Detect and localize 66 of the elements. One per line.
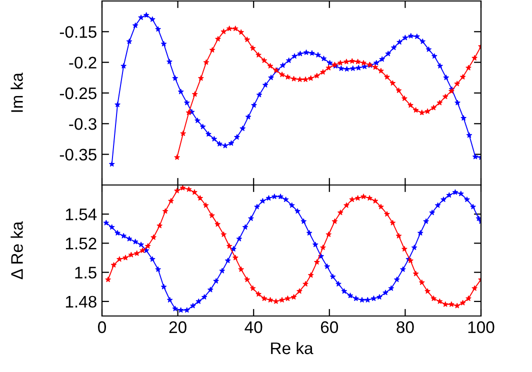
y-tick-label: -0.25: [60, 87, 96, 100]
point: [250, 45, 256, 51]
point: [220, 28, 227, 34]
point: [290, 76, 297, 82]
y-tick-label: 1.48: [66, 296, 96, 308]
point: [466, 64, 472, 70]
point: [232, 26, 238, 32]
y-tick-label: -0.2: [69, 56, 96, 69]
point: [472, 54, 478, 61]
point: [354, 58, 361, 64]
y-tick-label: -0.35: [60, 148, 96, 161]
point: [226, 26, 232, 32]
point: [308, 75, 314, 81]
point: [256, 52, 262, 58]
point: [302, 76, 308, 82]
point: [384, 74, 390, 80]
point: [412, 107, 419, 113]
y-tick-label: -0.3: [69, 118, 96, 130]
x-tick-label: 20: [169, 321, 186, 334]
point: [424, 108, 430, 114]
point: [436, 100, 443, 106]
y-axis-title: Im ka: [10, 72, 23, 112]
point: [279, 72, 285, 78]
point: [261, 57, 268, 64]
point: [396, 87, 402, 94]
x-tick-label: 40: [244, 321, 262, 334]
point: [349, 58, 356, 64]
point: [454, 80, 460, 86]
point: [418, 110, 425, 116]
point: [244, 36, 250, 42]
point: [284, 74, 291, 80]
point: [442, 94, 448, 100]
point: [360, 60, 366, 66]
point: [238, 29, 244, 35]
point: [267, 62, 274, 69]
point: [209, 47, 216, 53]
x-tick-label: 60: [320, 321, 338, 334]
y-tick-label: 1.52: [66, 238, 96, 250]
point: [337, 60, 344, 66]
point: [390, 80, 396, 86]
point: [344, 58, 350, 64]
point: [408, 102, 414, 108]
point: [203, 59, 210, 65]
point: [174, 154, 180, 160]
point: [460, 74, 466, 80]
point: [198, 75, 204, 81]
point: [372, 64, 378, 70]
point: [314, 72, 320, 78]
point: [378, 68, 384, 74]
point: [180, 130, 186, 136]
x-tick-label: 0: [98, 321, 106, 334]
y-axis-title: Δ Re ka: [10, 221, 23, 280]
y-tick-label: -0.15: [60, 26, 96, 38]
x-tick-label: 80: [396, 321, 414, 334]
point: [192, 91, 198, 97]
point: [402, 95, 408, 102]
point: [215, 36, 221, 42]
point: [326, 64, 332, 70]
x-tick-label: 100: [468, 321, 494, 334]
point: [320, 69, 326, 75]
point: [296, 76, 303, 82]
point: [186, 110, 192, 116]
x-axis-title: Re ka: [271, 342, 314, 354]
point: [430, 104, 437, 110]
y-tick-label: 1.54: [66, 208, 97, 220]
y-tick-label: 1.5: [75, 266, 96, 279]
